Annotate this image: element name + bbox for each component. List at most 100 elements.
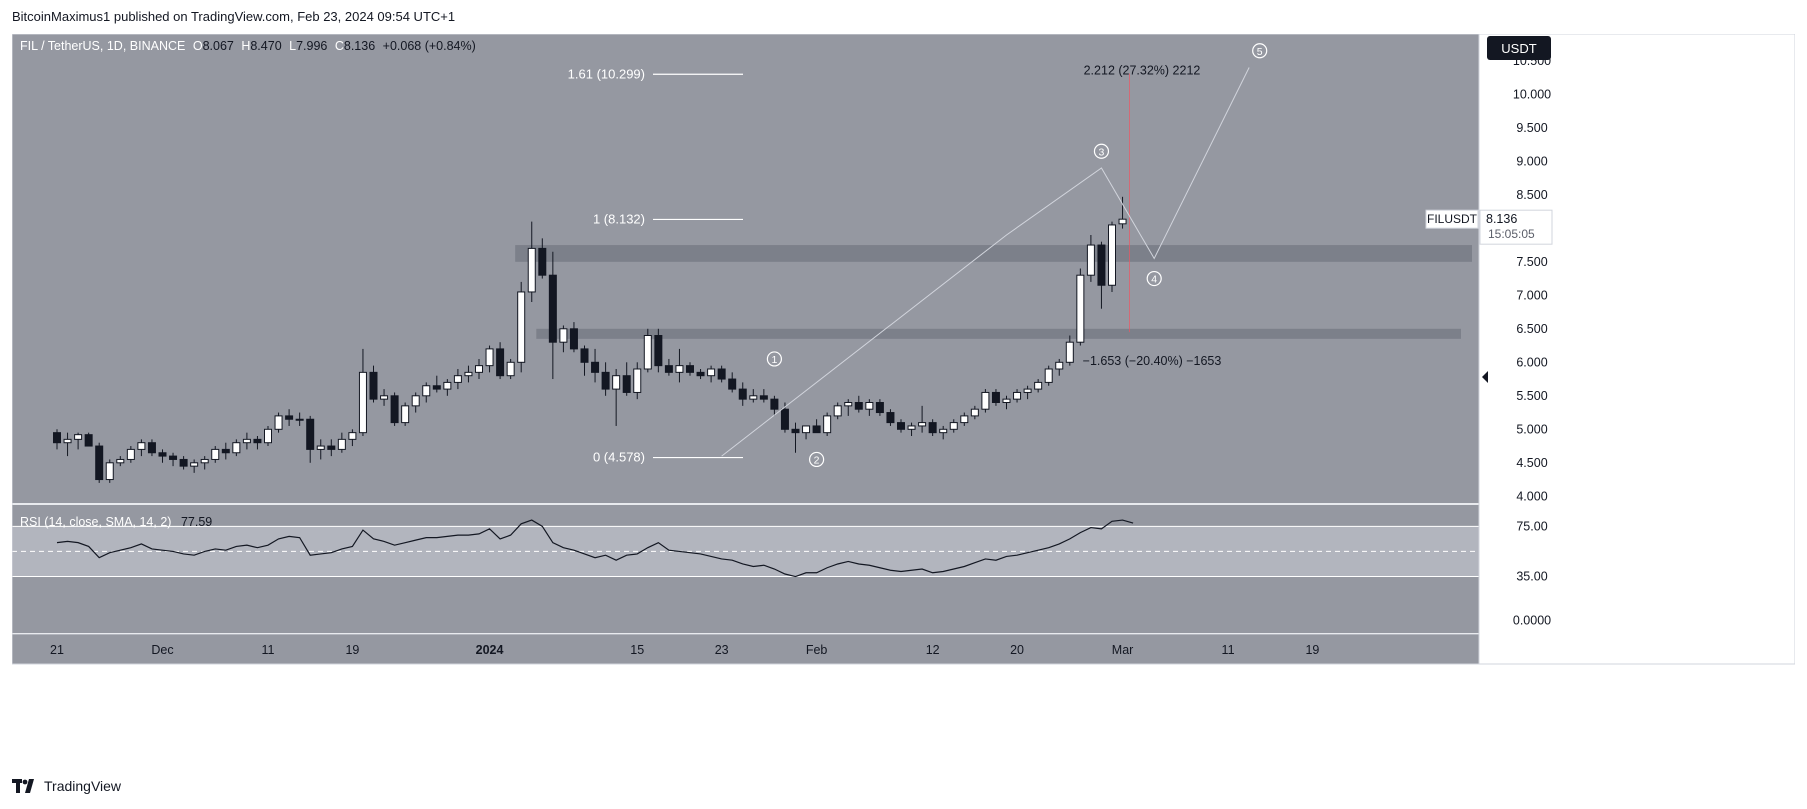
candle-body — [453, 375, 462, 383]
price-axis[interactable] — [1479, 34, 1795, 664]
candle — [211, 446, 220, 463]
low-value: 7.996 — [296, 39, 327, 53]
candle — [897, 419, 905, 433]
currency-button[interactable] — [1487, 36, 1551, 60]
wave-label-circle — [1093, 143, 1110, 159]
scroll-marker-icon[interactable] — [1482, 371, 1488, 383]
candle-body — [242, 438, 251, 444]
candle — [453, 369, 462, 390]
candle-body — [759, 395, 768, 400]
candle — [306, 415, 315, 463]
candle-body — [601, 371, 610, 390]
candle — [759, 389, 768, 403]
symbol-tag — [1425, 209, 1479, 229]
price-tick-label: 6.000 — [1516, 355, 1547, 369]
candle-body — [1076, 274, 1085, 343]
candle-body — [1055, 361, 1064, 370]
time-tick-label: 11 — [1222, 643, 1235, 657]
candle-body — [622, 375, 631, 393]
low-label: L — [289, 39, 296, 53]
currency-button-label[interactable]: USDT — [1501, 41, 1536, 56]
candle — [728, 372, 737, 393]
candle — [390, 392, 399, 426]
rsi-tick-label: 35.00 — [1516, 570, 1547, 584]
candle-body — [1034, 381, 1043, 390]
time-tick-label: 23 — [715, 643, 729, 657]
candle — [654, 328, 663, 373]
fib-level-label: 0 (4.578) — [593, 450, 645, 465]
time-tick-label: 19 — [1305, 643, 1319, 657]
candle-body — [295, 418, 304, 421]
price-tick-label: 4.500 — [1516, 456, 1547, 470]
rsi-last-value: 77.59 — [181, 515, 212, 529]
price-tick-label: 9.000 — [1516, 154, 1547, 168]
candle-body — [179, 458, 188, 467]
candle-body — [527, 247, 536, 293]
candle-body — [612, 375, 621, 390]
price-tick-label: 5.500 — [1516, 389, 1547, 403]
candle-body — [780, 408, 789, 430]
candle-body — [538, 247, 547, 276]
price-tick-label: 10.000 — [1513, 87, 1551, 101]
candle — [126, 446, 135, 463]
elliott-wave-path — [721, 67, 1250, 457]
candle — [242, 432, 251, 450]
candle — [1013, 389, 1022, 403]
wave-label-circle — [808, 451, 825, 468]
candle-body — [147, 442, 156, 454]
candle — [274, 412, 283, 433]
price-tick-label: 4.000 — [1516, 489, 1547, 503]
candle — [791, 422, 800, 453]
candle — [337, 432, 346, 453]
candle-body — [1118, 218, 1127, 225]
candle-body — [169, 455, 178, 460]
candle-body — [496, 348, 505, 377]
candle — [422, 382, 431, 403]
candle-body — [569, 328, 578, 350]
candle-body — [422, 385, 431, 397]
candle — [1034, 379, 1043, 393]
candle — [622, 362, 631, 396]
candle — [232, 439, 241, 457]
candle-body — [991, 391, 1000, 404]
candle — [1023, 385, 1032, 400]
time-axis[interactable] — [12, 634, 1479, 664]
candle-body — [664, 365, 673, 373]
candle-body — [770, 398, 779, 410]
candle-body — [686, 365, 694, 373]
candle — [569, 322, 578, 353]
candle-body — [116, 458, 125, 464]
candle-body — [643, 335, 652, 370]
rsi-legend: RSI (14, close, SMA, 14, 2) 77.59 — [20, 515, 212, 529]
candle-body — [464, 371, 473, 377]
chart-canvas[interactable]: 1.61 (10.299) 1 (8.132) 0 (4.578) 2.212 (27… — [11, 33, 1796, 764]
close-value: 8.136 — [344, 39, 375, 53]
candle — [432, 375, 441, 393]
price-pane[interactable] — [12, 34, 1479, 503]
candle — [506, 358, 515, 380]
candle-body — [306, 418, 315, 450]
candle — [443, 379, 452, 396]
candle-body — [728, 378, 737, 390]
time-tick-label: Mar — [1112, 643, 1134, 657]
candle — [316, 439, 325, 460]
candle — [939, 425, 948, 440]
wave-label-circle — [1146, 270, 1162, 287]
high-value: 8.470 — [250, 39, 281, 53]
fib-level-label: 1 (8.132) — [593, 211, 645, 226]
candle — [643, 328, 652, 373]
candle — [105, 459, 114, 483]
candle — [158, 449, 167, 463]
tradingview-chart[interactable]: 1.61 (10.299) 1 (8.132) 0 (4.578) 2.212 (27… — [11, 33, 1796, 764]
candle-body — [369, 371, 378, 400]
time-tick-label: 2024 — [476, 643, 504, 657]
chart-legend: FIL / TetherUS, 1D, BINANCE O8.067 H8.47… — [20, 39, 476, 53]
candle-body — [232, 442, 241, 454]
candle-body — [580, 348, 589, 363]
candle — [1065, 335, 1074, 366]
candle — [738, 382, 747, 406]
change-value: +0.068 (+0.84%) — [383, 39, 476, 53]
candle-body — [316, 445, 325, 450]
last-price-tag — [1479, 209, 1553, 245]
candle — [1055, 358, 1064, 376]
